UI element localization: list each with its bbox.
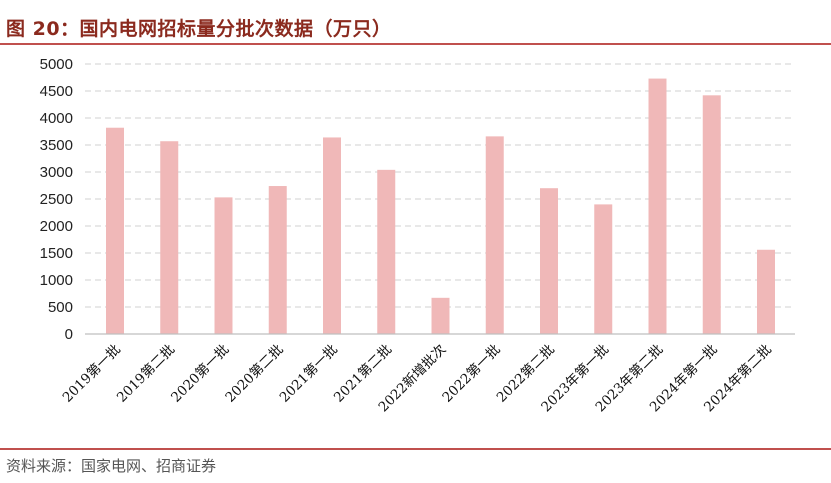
bar (160, 141, 179, 334)
bar (540, 188, 558, 334)
gridlines (85, 63, 795, 308)
bar (594, 204, 613, 334)
y-tick-label: 2000 (40, 218, 73, 235)
y-tick-label: 4500 (40, 83, 73, 100)
footer-divider (0, 448, 831, 450)
bar (702, 95, 721, 334)
y-tick-label: 3500 (40, 137, 73, 154)
bar-chart: 0 500 1000 1500 2000 2500 3000 3500 4000 4500 5000… (40, 56, 795, 416)
bar (485, 136, 504, 334)
y-tick-label: 4000 (40, 110, 73, 127)
y-tick-label: 1500 (40, 245, 73, 262)
y-tick-label: 0 (65, 326, 73, 343)
x-axis-labels: 2019第一批2019第二批2020第一批2020第二批2021第一批2021第… (59, 341, 775, 416)
bar (323, 137, 341, 334)
bar (106, 127, 124, 334)
bars (106, 78, 775, 334)
bar (431, 297, 450, 334)
y-tick-label: 500 (48, 299, 73, 316)
y-tick-label: 1000 (40, 272, 73, 289)
bar (757, 249, 775, 334)
title-divider (0, 43, 831, 45)
bar (214, 197, 233, 334)
bar (648, 78, 667, 334)
source-note: 资料来源：国家电网、招商证券 (6, 457, 217, 475)
y-tick-label: 3000 (40, 164, 73, 181)
y-tick-label: 5000 (40, 56, 73, 73)
y-axis-ticks: 0 500 1000 1500 2000 2500 3000 3500 4000 4500 5000 (40, 56, 73, 343)
chart-title: 图 20：国内电网招标量分批次数据（万只） (6, 18, 392, 40)
bar (377, 169, 396, 334)
bar (268, 186, 287, 334)
y-tick-label: 2500 (40, 191, 73, 208)
